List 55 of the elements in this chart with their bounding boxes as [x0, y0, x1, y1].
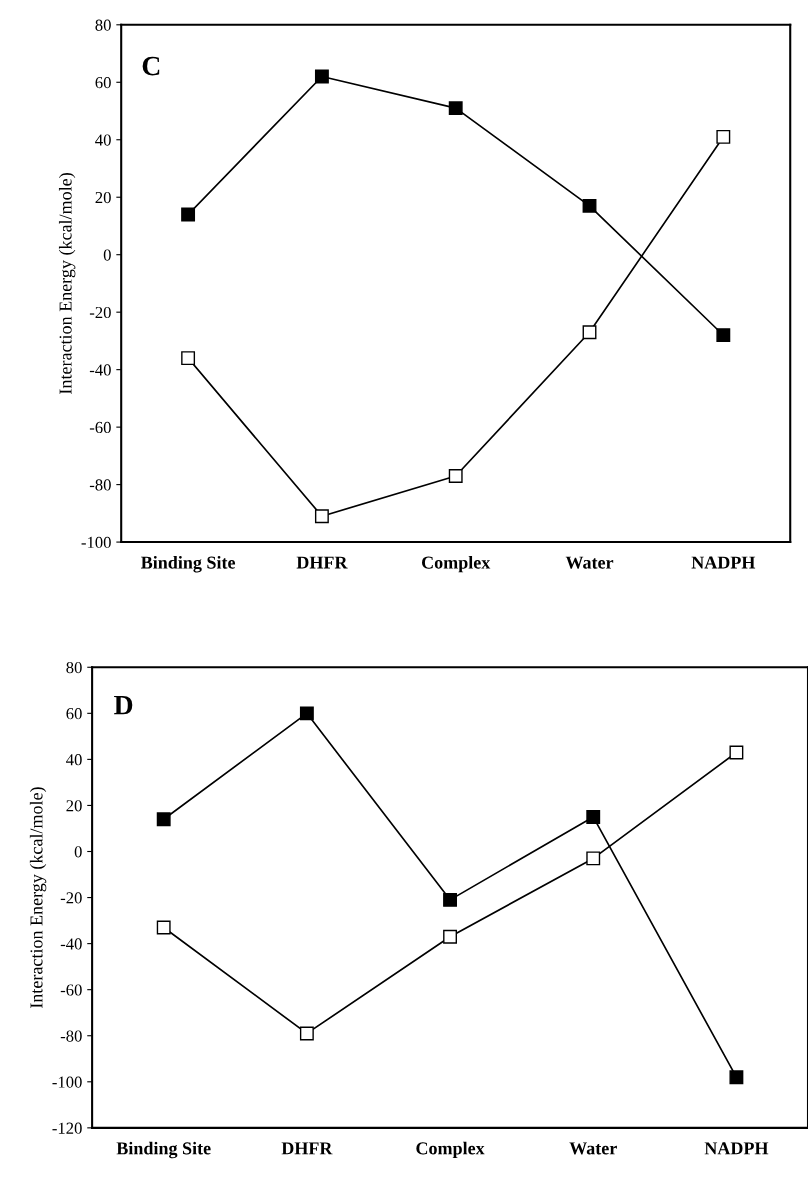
x-tick-label: NADPH: [691, 556, 756, 569]
x-tick-label: Water: [565, 556, 614, 569]
point: [586, 810, 601, 824]
y-tick-label: -100: [52, 1076, 82, 1088]
point: [586, 851, 601, 866]
point: [181, 351, 196, 366]
x-tick-label: Binding Site: [140, 555, 236, 573]
point: [448, 469, 463, 483]
text: C: [142, 56, 160, 76]
y-tick-label: 20: [66, 800, 82, 812]
text: D: [114, 695, 133, 715]
y-tick-label: -80: [89, 479, 111, 491]
y-tick-label: -40: [89, 364, 111, 376]
y-tick-label: -20: [89, 306, 111, 319]
point: [729, 745, 744, 760]
point: [314, 509, 329, 524]
point: [314, 69, 329, 84]
point: [729, 1070, 744, 1085]
point: [156, 812, 171, 827]
y-tick-label: -60: [60, 984, 82, 996]
point: [443, 892, 458, 907]
y-axis-title: Interaction Energy (kcal/mole): [29, 787, 47, 1009]
y-tick-label: -60: [89, 421, 111, 434]
x-tick-label: Water: [569, 1142, 617, 1155]
y-tick-label: 0: [74, 846, 82, 858]
y-tick-label: 80: [95, 19, 111, 31]
y-tick-label: -40: [60, 938, 82, 950]
point: [299, 1026, 314, 1041]
x-tick-label: Complex: [421, 555, 491, 573]
x-tick-label: DHFR: [296, 556, 348, 569]
y-tick-label: 80: [66, 661, 82, 674]
point: [156, 920, 171, 935]
y-tick-label: 0: [103, 249, 111, 261]
y-tick-label: 40: [95, 134, 111, 146]
y-tick-label: -80: [60, 1030, 82, 1042]
y-tick-label: -100: [81, 536, 111, 549]
x-tick-label: DHFR: [281, 1142, 333, 1155]
y-tick-label: 60: [66, 708, 82, 720]
x-tick-label: Complex: [416, 1141, 485, 1159]
point: [582, 325, 597, 340]
point: [299, 706, 314, 721]
x-tick-label: Binding Site: [116, 1141, 211, 1159]
point: [181, 207, 196, 222]
y-tick-label: 60: [95, 76, 111, 89]
point: [448, 101, 463, 116]
x-tick-label: NADPH: [704, 1142, 769, 1155]
point: [716, 328, 731, 343]
y-tick-label: -20: [60, 892, 82, 904]
y-tick-label: 40: [66, 754, 82, 766]
point: [443, 929, 458, 944]
y-axis-title: Interaction Energy (kcal/mole): [58, 173, 76, 394]
point: [582, 198, 597, 213]
point: [716, 129, 731, 144]
y-tick-label: 20: [95, 191, 111, 204]
y-tick-label: -120: [52, 1122, 82, 1134]
